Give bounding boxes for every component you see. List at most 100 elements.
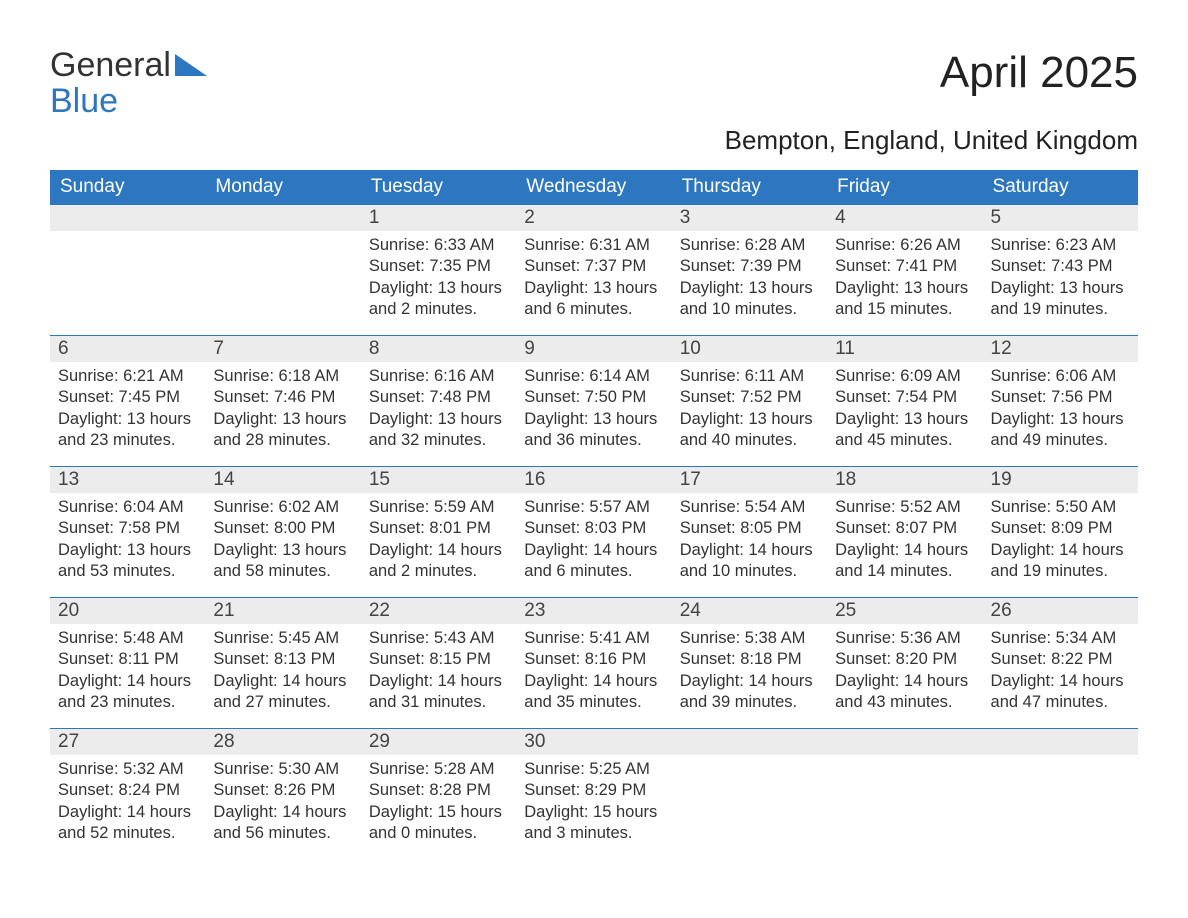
day-body: Sunrise: 5:43 AMSunset: 8:15 PMDaylight:… [361, 624, 516, 718]
dow-wednesday: Wednesday [516, 170, 671, 205]
sunrise-line: Sunrise: 5:25 AM [524, 759, 663, 780]
sunset-line: Sunset: 7:45 PM [58, 387, 197, 408]
day-cell [50, 205, 205, 335]
day-number: 4 [827, 205, 982, 231]
day-body: Sunrise: 6:04 AMSunset: 7:58 PMDaylight:… [50, 493, 205, 587]
day-number [983, 729, 1138, 755]
daylight-line: Daylight: 15 hours and 3 minutes. [524, 802, 663, 844]
daylight-line: Daylight: 13 hours and 28 minutes. [213, 409, 352, 451]
daylight-line: Daylight: 13 hours and 23 minutes. [58, 409, 197, 451]
sunset-line: Sunset: 8:22 PM [991, 649, 1130, 670]
sunrise-line: Sunrise: 6:18 AM [213, 366, 352, 387]
sunrise-line: Sunrise: 6:28 AM [680, 235, 819, 256]
day-body: Sunrise: 6:06 AMSunset: 7:56 PMDaylight:… [983, 362, 1138, 456]
day-number: 2 [516, 205, 671, 231]
sunrise-line: Sunrise: 5:32 AM [58, 759, 197, 780]
day-body: Sunrise: 5:50 AMSunset: 8:09 PMDaylight:… [983, 493, 1138, 587]
day-number: 23 [516, 598, 671, 624]
day-number: 25 [827, 598, 982, 624]
dow-sunday: Sunday [50, 170, 205, 205]
day-number: 10 [672, 336, 827, 362]
daylight-line: Daylight: 13 hours and 10 minutes. [680, 278, 819, 320]
sunset-line: Sunset: 8:11 PM [58, 649, 197, 670]
sunset-line: Sunset: 8:13 PM [213, 649, 352, 670]
day-body: Sunrise: 6:02 AMSunset: 8:00 PMDaylight:… [205, 493, 360, 587]
day-body: Sunrise: 6:31 AMSunset: 7:37 PMDaylight:… [516, 231, 671, 325]
sunset-line: Sunset: 7:43 PM [991, 256, 1130, 277]
day-cell: 8Sunrise: 6:16 AMSunset: 7:48 PMDaylight… [361, 336, 516, 466]
day-cell: 10Sunrise: 6:11 AMSunset: 7:52 PMDayligh… [672, 336, 827, 466]
day-cell: 13Sunrise: 6:04 AMSunset: 7:58 PMDayligh… [50, 467, 205, 597]
sunset-line: Sunset: 8:01 PM [369, 518, 508, 539]
sunset-line: Sunset: 8:29 PM [524, 780, 663, 801]
sunset-line: Sunset: 7:46 PM [213, 387, 352, 408]
sunset-line: Sunset: 8:15 PM [369, 649, 508, 670]
day-number [672, 729, 827, 755]
sunrise-line: Sunrise: 5:38 AM [680, 628, 819, 649]
dow-monday: Monday [205, 170, 360, 205]
sunrise-line: Sunrise: 6:02 AM [213, 497, 352, 518]
day-cell: 28Sunrise: 5:30 AMSunset: 8:26 PMDayligh… [205, 729, 360, 859]
sunrise-line: Sunrise: 5:41 AM [524, 628, 663, 649]
week-row: 6Sunrise: 6:21 AMSunset: 7:45 PMDaylight… [50, 335, 1138, 466]
day-cell: 18Sunrise: 5:52 AMSunset: 8:07 PMDayligh… [827, 467, 982, 597]
day-number: 8 [361, 336, 516, 362]
day-body: Sunrise: 5:36 AMSunset: 8:20 PMDaylight:… [827, 624, 982, 718]
sunset-line: Sunset: 7:41 PM [835, 256, 974, 277]
daylight-line: Daylight: 13 hours and 49 minutes. [991, 409, 1130, 451]
day-cell: 15Sunrise: 5:59 AMSunset: 8:01 PMDayligh… [361, 467, 516, 597]
sunset-line: Sunset: 7:56 PM [991, 387, 1130, 408]
logo-text: General Blue [50, 48, 171, 119]
daylight-line: Daylight: 14 hours and 47 minutes. [991, 671, 1130, 713]
sunrise-line: Sunrise: 5:28 AM [369, 759, 508, 780]
day-number: 29 [361, 729, 516, 755]
daylight-line: Daylight: 14 hours and 2 minutes. [369, 540, 508, 582]
page-subtitle: Bempton, England, United Kingdom [50, 125, 1138, 156]
day-number: 7 [205, 336, 360, 362]
day-cell: 14Sunrise: 6:02 AMSunset: 8:00 PMDayligh… [205, 467, 360, 597]
day-body: Sunrise: 5:28 AMSunset: 8:28 PMDaylight:… [361, 755, 516, 849]
day-body: Sunrise: 6:09 AMSunset: 7:54 PMDaylight:… [827, 362, 982, 456]
week-row: 27Sunrise: 5:32 AMSunset: 8:24 PMDayligh… [50, 728, 1138, 859]
sunset-line: Sunset: 8:26 PM [213, 780, 352, 801]
day-cell: 17Sunrise: 5:54 AMSunset: 8:05 PMDayligh… [672, 467, 827, 597]
day-cell: 7 Sunrise: 6:18 AMSunset: 7:46 PMDaylight… [205, 336, 360, 466]
sunrise-line: Sunrise: 6:26 AM [835, 235, 974, 256]
day-number: 17 [672, 467, 827, 493]
day-body: Sunrise: 5:59 AMSunset: 8:01 PMDaylight:… [361, 493, 516, 587]
day-number: 16 [516, 467, 671, 493]
day-body: Sunrise: 5:32 AMSunset: 8:24 PMDaylight:… [50, 755, 205, 849]
day-number: 13 [50, 467, 205, 493]
daylight-line: Daylight: 13 hours and 2 minutes. [369, 278, 508, 320]
sunrise-line: Sunrise: 6:21 AM [58, 366, 197, 387]
day-number [827, 729, 982, 755]
daylight-line: Daylight: 14 hours and 43 minutes. [835, 671, 974, 713]
calendar: SundayMondayTuesdayWednesdayThursdayFrid… [50, 170, 1138, 859]
sunrise-line: Sunrise: 5:36 AM [835, 628, 974, 649]
sunset-line: Sunset: 7:48 PM [369, 387, 508, 408]
sunset-line: Sunset: 7:50 PM [524, 387, 663, 408]
day-cell: 26Sunrise: 5:34 AMSunset: 8:22 PMDayligh… [983, 598, 1138, 728]
day-body: Sunrise: 5:52 AMSunset: 8:07 PMDaylight:… [827, 493, 982, 587]
day-number: 24 [672, 598, 827, 624]
sunrise-line: Sunrise: 5:30 AM [213, 759, 352, 780]
day-body [983, 755, 1138, 765]
sunrise-line: Sunrise: 6:04 AM [58, 497, 197, 518]
sunset-line: Sunset: 8:03 PM [524, 518, 663, 539]
day-cell: 3Sunrise: 6:28 AMSunset: 7:39 PMDaylight… [672, 205, 827, 335]
day-cell: 23Sunrise: 5:41 AMSunset: 8:16 PMDayligh… [516, 598, 671, 728]
day-cell: 4Sunrise: 6:26 AMSunset: 7:41 PMDaylight… [827, 205, 982, 335]
day-body [50, 231, 205, 241]
sunrise-line: Sunrise: 5:34 AM [991, 628, 1130, 649]
day-cell: 16Sunrise: 5:57 AMSunset: 8:03 PMDayligh… [516, 467, 671, 597]
day-body: Sunrise: 6:14 AMSunset: 7:50 PMDaylight:… [516, 362, 671, 456]
daylight-line: Daylight: 14 hours and 10 minutes. [680, 540, 819, 582]
week-row: 20Sunrise: 5:48 AMSunset: 8:11 PMDayligh… [50, 597, 1138, 728]
sunset-line: Sunset: 7:52 PM [680, 387, 819, 408]
sunset-line: Sunset: 8:07 PM [835, 518, 974, 539]
day-number [205, 205, 360, 231]
sunrise-line: Sunrise: 6:14 AM [524, 366, 663, 387]
day-number: 9 [516, 336, 671, 362]
sunrise-line: Sunrise: 5:43 AM [369, 628, 508, 649]
day-cell: 11Sunrise: 6:09 AMSunset: 7:54 PMDayligh… [827, 336, 982, 466]
